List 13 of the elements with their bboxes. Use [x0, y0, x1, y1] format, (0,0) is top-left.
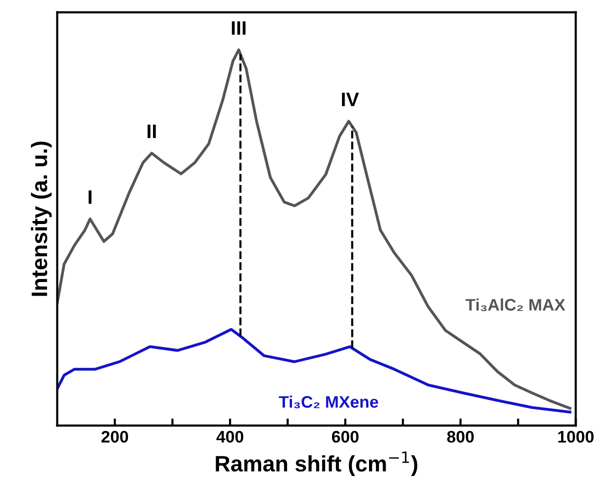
x-tick-label: 400	[216, 430, 244, 443]
x-tick-label: 200	[102, 430, 128, 443]
y-axis-title: Intensity (a. u.)	[30, 142, 52, 296]
annotation: II	[148, 124, 156, 138]
x-tick-label: 800	[447, 430, 474, 443]
annotation: III	[232, 21, 246, 35]
series-label: Ti₃C₂ MXene	[278, 396, 378, 408]
annotation: IV	[342, 92, 359, 106]
x-tick-label: 600	[332, 430, 359, 443]
x-tick-label: 1000	[558, 430, 594, 443]
series-label: Ti₃AlC₂ MAX	[466, 298, 566, 312]
annotation: I	[88, 190, 92, 204]
x-axis-title: Raman shift (cm$^{−1}$)	[216, 452, 418, 476]
